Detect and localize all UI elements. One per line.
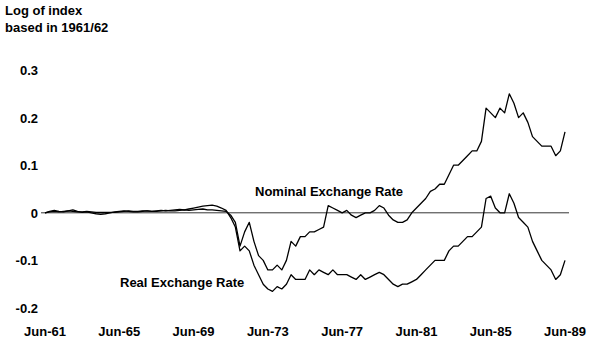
chart: Log of index based in 1961/62 -0.2 -0.1 0 0.1… bbox=[0, 0, 600, 344]
y-tick-label: 0.1 bbox=[20, 158, 38, 173]
y-tick-label: -0.1 bbox=[16, 253, 38, 268]
x-tick-label: Jun-65 bbox=[98, 324, 140, 339]
x-tick-label: Jun-73 bbox=[247, 324, 289, 339]
zero-line bbox=[41, 212, 569, 213]
x-tick-label: Jun-85 bbox=[470, 324, 512, 339]
y-axis-title: based in 1961/62 bbox=[5, 20, 108, 35]
x-tick-label: Jun-61 bbox=[24, 324, 66, 339]
x-tick-label: Jun-81 bbox=[395, 324, 437, 339]
series-label: Nominal Exchange Rate bbox=[255, 184, 403, 199]
plot-area bbox=[45, 94, 565, 292]
series-line bbox=[45, 194, 565, 292]
y-tick-label: 0.2 bbox=[20, 111, 38, 126]
x-tick-label: Jun-89 bbox=[544, 324, 586, 339]
x-tick-label: Jun-69 bbox=[173, 324, 215, 339]
y-tick-label: 0.3 bbox=[20, 63, 38, 78]
series-line bbox=[45, 94, 565, 270]
series-label: Real Exchange Rate bbox=[120, 275, 244, 290]
y-tick-label: 0 bbox=[31, 206, 38, 221]
x-tick-label: Jun-77 bbox=[321, 324, 363, 339]
y-tick-label: -0.2 bbox=[16, 301, 38, 316]
y-axis-title: Log of index bbox=[5, 3, 83, 18]
